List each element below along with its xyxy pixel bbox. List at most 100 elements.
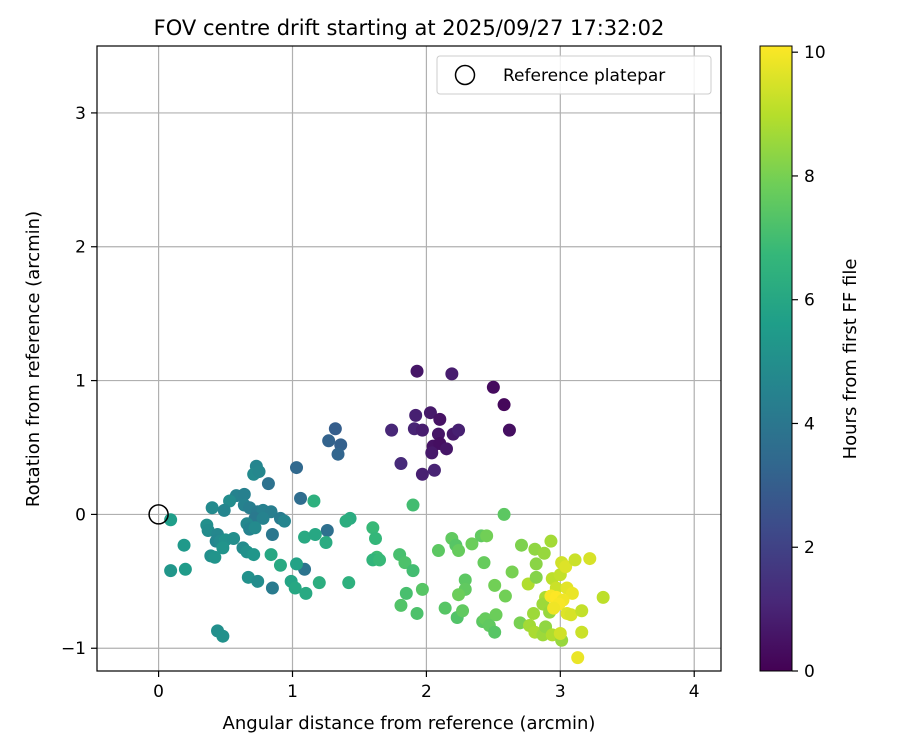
data-point (308, 527, 322, 541)
data-point (216, 629, 230, 643)
data-point (319, 536, 333, 550)
data-point (290, 461, 304, 475)
colorbar-tick-label: 0 (804, 662, 815, 682)
data-point (237, 487, 251, 501)
data-point (415, 423, 429, 437)
data-point (205, 501, 219, 515)
plot-frame (96, 45, 722, 672)
data-point (366, 521, 380, 535)
data-point (445, 367, 459, 381)
data-point (559, 560, 573, 574)
legend-marker-icon (454, 64, 476, 86)
data-point (486, 380, 500, 394)
data-point (480, 529, 494, 543)
data-point (415, 467, 429, 481)
data-point (252, 465, 266, 479)
data-point (477, 556, 491, 570)
data-point (439, 442, 453, 456)
data-point (465, 537, 479, 551)
colorbar-tick-label: 8 (804, 167, 815, 187)
data-point (527, 606, 541, 620)
colorbar-tick-label: 10 (804, 43, 826, 63)
data-point (415, 582, 429, 596)
data-point (248, 521, 262, 535)
data-point (264, 548, 278, 562)
data-point (529, 570, 543, 584)
data-point (265, 527, 279, 541)
data-point (489, 608, 503, 622)
data-point (277, 514, 291, 528)
data-point (452, 588, 466, 602)
data-point (409, 408, 423, 422)
data-point (456, 604, 470, 618)
data-point (553, 627, 567, 641)
colorbar-tick-label: 4 (804, 414, 815, 434)
data-point (568, 553, 582, 567)
colorbar-label: Hours from first FF file (840, 259, 861, 460)
x-tick-label: 4 (689, 682, 700, 702)
x-tick-label: 0 (153, 682, 164, 702)
data-point (423, 406, 437, 420)
data-point (273, 558, 287, 572)
data-point (320, 523, 334, 537)
y-tick-label: −1 (61, 639, 86, 659)
data-point (373, 553, 387, 567)
data-point (452, 544, 466, 558)
data-point (433, 412, 447, 426)
y-tick-label: 1 (75, 372, 86, 392)
data-point (216, 541, 230, 555)
data-point (247, 548, 261, 562)
data-point (410, 606, 424, 620)
legend-entry: Reference platepar (503, 66, 665, 86)
data-point (265, 581, 279, 595)
data-point (298, 530, 312, 544)
y-tick-label: 0 (75, 505, 86, 525)
data-point (251, 574, 265, 588)
data-point (294, 491, 308, 505)
data-point (575, 625, 589, 639)
data-point (583, 552, 597, 566)
data-point (438, 601, 452, 615)
data-point (544, 534, 558, 548)
data-point (288, 581, 302, 595)
colorbar-ticks: 0 2 4 6 8 10 (792, 43, 826, 682)
data-point (331, 447, 345, 461)
data-point (178, 562, 192, 576)
data-point (406, 564, 420, 578)
data-point (385, 423, 399, 437)
colorbar-tick-label: 2 (804, 538, 815, 558)
data-point (322, 434, 336, 448)
data-point (208, 550, 222, 564)
data-point (425, 446, 439, 460)
data-point (547, 601, 561, 615)
chart-title: FOV centre drift starting at 2025/09/27 … (154, 16, 665, 40)
data-point (339, 514, 353, 528)
data-point (529, 557, 543, 571)
data-point (290, 557, 304, 571)
data-point (299, 586, 313, 600)
data-point (497, 398, 511, 412)
grid (97, 46, 721, 671)
data-point (488, 578, 502, 592)
data-point (564, 608, 578, 622)
x-tick-label: 3 (555, 682, 566, 702)
data-point (312, 576, 326, 590)
data-point (505, 565, 519, 579)
data-point (394, 598, 408, 612)
data-point (261, 477, 275, 491)
data-point (227, 532, 241, 546)
data-point (427, 463, 441, 477)
legend: Reference platepar (436, 55, 712, 95)
data-point (452, 423, 466, 437)
data-point (498, 589, 512, 603)
x-axis-ticks: 0 1 2 3 4 (153, 671, 700, 702)
data-point (537, 546, 551, 560)
data-point (458, 573, 472, 587)
data-point (369, 532, 383, 546)
data-point (177, 538, 191, 552)
legend-box (436, 55, 712, 95)
data-point (164, 564, 178, 578)
x-tick-label: 2 (421, 682, 432, 702)
data-point (497, 507, 511, 521)
